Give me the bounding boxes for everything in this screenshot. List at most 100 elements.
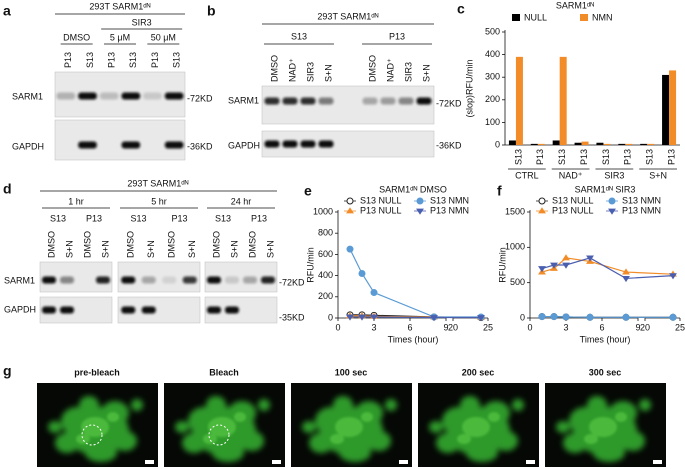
point (586, 313, 594, 321)
blot-band (225, 276, 239, 284)
treatment-label: 5 μM (110, 32, 130, 42)
microscopy-image (291, 383, 412, 467)
legend-marker (538, 207, 546, 214)
legend-marker (346, 197, 354, 205)
blot-band (141, 306, 156, 314)
treatment-label: 50 μM (151, 32, 176, 42)
legend-label: NMN (592, 12, 613, 22)
point (477, 315, 485, 322)
point (430, 315, 438, 322)
blot-membrane (261, 85, 435, 125)
size-marker: -36KD (436, 140, 462, 150)
fraction-label: S13 (291, 31, 307, 41)
blot-band (318, 140, 334, 148)
size-marker: -72KD (436, 98, 462, 108)
point (346, 314, 354, 321)
fraction-label: S13 (215, 213, 231, 223)
panel-letter: d (3, 181, 12, 197)
row-label: GAPDH (12, 141, 44, 151)
point (622, 313, 630, 321)
series-line (349, 248, 481, 318)
legend-label: P13 NMN (622, 205, 661, 215)
point (586, 255, 594, 262)
bar (530, 143, 538, 145)
x-tick-label: S13 (645, 149, 655, 165)
bar (647, 143, 655, 145)
lane-label: S+N (146, 240, 156, 258)
blot-band (96, 276, 110, 284)
point (538, 313, 546, 321)
blot-band (121, 276, 136, 284)
fraction-label: P13 (389, 31, 405, 41)
bar (508, 140, 516, 145)
blot-band (60, 276, 74, 284)
size-marker: -35KD (279, 312, 305, 322)
blot-membrane (54, 71, 186, 118)
bar (574, 142, 582, 145)
chart-title: SARM1ᵈᴺ (556, 0, 594, 10)
blot-band (42, 306, 56, 314)
point (358, 314, 366, 321)
chart-title: SARM1ᵈᴺ DMSO (379, 184, 447, 194)
blot-band (164, 141, 184, 149)
blot-membrane (54, 119, 186, 161)
blot-band (398, 97, 414, 105)
bar (552, 140, 560, 145)
point (538, 266, 546, 273)
x-tick-label: 20 (640, 322, 650, 332)
panel-letter: e (304, 183, 312, 199)
bar (618, 143, 626, 145)
x-tick-label: P13 (623, 149, 633, 165)
lane-label: DMSO (211, 231, 221, 258)
bar (559, 56, 567, 145)
point (622, 276, 630, 283)
lane-label: SIR3 (403, 62, 413, 82)
microscopy-image (37, 383, 158, 467)
legend-marker (538, 197, 546, 205)
legend-marker (346, 207, 354, 214)
x-tick-label: S13 (513, 149, 523, 165)
blot-band (141, 276, 156, 284)
blot-band (162, 276, 177, 284)
bleach-region (81, 424, 103, 446)
point (562, 262, 570, 269)
scale-bar-box (399, 460, 408, 464)
lane-label: DMSO (367, 55, 377, 82)
blot-band (60, 306, 74, 314)
point (358, 269, 366, 277)
legend-marker (416, 197, 424, 205)
lane-label: S+N (265, 240, 275, 258)
lane-label: S13 (128, 52, 138, 68)
y-tick-label: 0 (520, 312, 525, 322)
point (370, 289, 378, 297)
size-marker: -72KD (187, 93, 213, 103)
time-label: 24 hr (231, 196, 252, 206)
y-tick-label: 300 (485, 72, 500, 82)
image-label: pre-bleach (74, 367, 120, 377)
panel-letter: g (3, 363, 12, 379)
blot-band (225, 306, 239, 314)
blot-band (243, 276, 257, 284)
legend-label: S13 NULL (360, 195, 402, 205)
scale-bar-box (145, 460, 154, 464)
x-tick-label: 3 (371, 322, 376, 332)
fraction-label: P13 (251, 213, 267, 223)
lane-label: S+N (187, 240, 197, 258)
x-axis-label: Times (hour) (388, 334, 439, 344)
blot-band (56, 92, 76, 100)
point (669, 273, 677, 280)
legend-marker (608, 197, 616, 205)
blot-band (282, 140, 298, 148)
bar (640, 143, 648, 145)
group-label: NAD⁺ (559, 170, 583, 180)
lane-label: S13 (85, 52, 95, 68)
y-axis-label: RFU/min (497, 247, 507, 283)
fraction-label: S13 (50, 213, 66, 223)
row-label: GAPDH (228, 140, 260, 150)
lane-label: P13 (107, 52, 117, 68)
x-tick-label: P13 (535, 149, 545, 165)
image-label: 300 sec (589, 367, 622, 377)
y-axis-label: (slop)RFU/min (464, 59, 474, 117)
lane-label: S+N (323, 64, 333, 82)
group-label: CTRL (515, 170, 539, 180)
